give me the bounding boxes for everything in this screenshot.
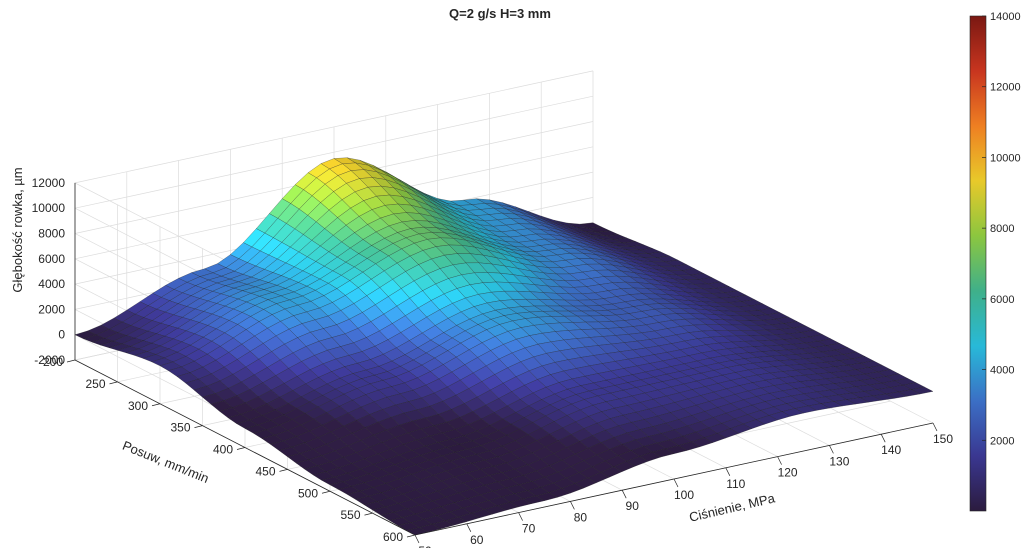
z-tick-label: 0 bbox=[58, 328, 65, 342]
colorbar-tick-label: 6000 bbox=[990, 294, 1014, 306]
x-tick-label: 70 bbox=[522, 522, 536, 536]
z-axis-label: Głębokość rowka, µm bbox=[10, 167, 25, 292]
colorbar-tick-label: 12000 bbox=[990, 82, 1021, 94]
y-tick-mark bbox=[151, 403, 161, 407]
y-tick-mark bbox=[236, 447, 246, 450]
x-tick-label: 110 bbox=[726, 477, 745, 491]
z-tick-label: 10000 bbox=[32, 201, 66, 215]
y-tick-label: 400 bbox=[213, 443, 233, 457]
x-tick-label: 90 bbox=[626, 499, 640, 513]
y-tick-label: 450 bbox=[255, 464, 275, 478]
z-tick-label: 12000 bbox=[32, 176, 66, 190]
x-tick-mark bbox=[932, 422, 938, 432]
y-tick-mark bbox=[406, 534, 416, 538]
y-tick-label: 500 bbox=[298, 486, 318, 500]
x-tick-mark bbox=[777, 456, 782, 465]
y-tick-label: 350 bbox=[170, 421, 190, 435]
x-tick-mark bbox=[414, 534, 420, 544]
surface-mesh bbox=[74, 157, 934, 536]
colorbar-ticks: 2000 4000 6000 8000 10000 12000 14000 bbox=[982, 11, 1021, 447]
y-tick-mark bbox=[109, 381, 118, 385]
x-tick-label: 60 bbox=[470, 533, 484, 547]
x-tick-mark bbox=[829, 445, 834, 454]
colorbar bbox=[969, 15, 987, 512]
x-tick-label: 50 bbox=[418, 544, 432, 548]
back-wall-gridline bbox=[74, 95, 594, 209]
surface-cell bbox=[406, 527, 429, 536]
x-tick-label: 150 bbox=[933, 432, 953, 446]
z-tick-labels: -2000 0 2000 4000 6000 8000 10000 12000 bbox=[32, 176, 66, 367]
back-wall-gridline bbox=[74, 70, 594, 184]
y-tick-label: 300 bbox=[128, 399, 148, 413]
y-axis-label: Posuw, mm/min bbox=[120, 438, 211, 486]
x-tick-label: 120 bbox=[778, 466, 798, 480]
x-tick-labels: 50 60 70 80 90 100 110 120 130 140 150 bbox=[414, 422, 953, 548]
x-tick-mark bbox=[673, 478, 679, 488]
x-tick-label: 100 bbox=[674, 488, 694, 502]
colorbar-tick-label: 4000 bbox=[990, 365, 1014, 377]
y-tick-label: 600 bbox=[383, 530, 403, 544]
z-tick-label: 6000 bbox=[38, 252, 65, 266]
y-tick-mark bbox=[279, 469, 288, 472]
y-tick-mark bbox=[321, 490, 331, 494]
x-tick-mark bbox=[518, 512, 523, 521]
x-tick-mark bbox=[570, 501, 575, 510]
x-tick-mark bbox=[880, 434, 886, 443]
y-tick-label: 200 bbox=[43, 355, 63, 369]
z-tick-label: -2000 bbox=[34, 353, 65, 367]
y-tick-label: 550 bbox=[340, 508, 360, 522]
colorbar-tick-label: 8000 bbox=[990, 223, 1014, 235]
colorbar-tick-label: 10000 bbox=[990, 152, 1021, 164]
y-tick-label: 250 bbox=[85, 377, 105, 391]
y-tick-mark bbox=[364, 512, 373, 516]
chart-title: Q=2 g/s H=3 mm bbox=[449, 6, 551, 21]
x-tick-mark bbox=[725, 467, 731, 476]
x-tick-mark bbox=[621, 490, 627, 499]
x-tick-mark bbox=[466, 523, 472, 532]
z-tick-label: 2000 bbox=[38, 302, 65, 316]
y-tick-labels: 200 250 300 350 400 450 500 550 600 bbox=[43, 355, 416, 544]
y-tick-mark bbox=[66, 359, 76, 363]
x-tick-label: 130 bbox=[829, 454, 849, 468]
x-tick-label: 80 bbox=[574, 510, 588, 524]
colorbar-tick-label: 14000 bbox=[990, 11, 1021, 23]
x-tick-label: 140 bbox=[881, 443, 901, 457]
z-tick-label: 8000 bbox=[38, 227, 65, 241]
y-tick-mark bbox=[194, 425, 203, 428]
z-tick-label: 4000 bbox=[38, 277, 65, 291]
x-axis-label: Ciśnienie, MPa bbox=[688, 490, 777, 524]
colorbar-tick-label: 2000 bbox=[990, 435, 1014, 447]
